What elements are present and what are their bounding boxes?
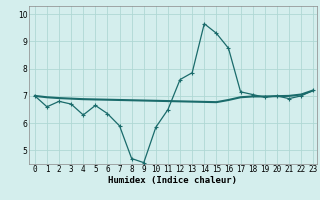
X-axis label: Humidex (Indice chaleur): Humidex (Indice chaleur) <box>108 176 237 185</box>
